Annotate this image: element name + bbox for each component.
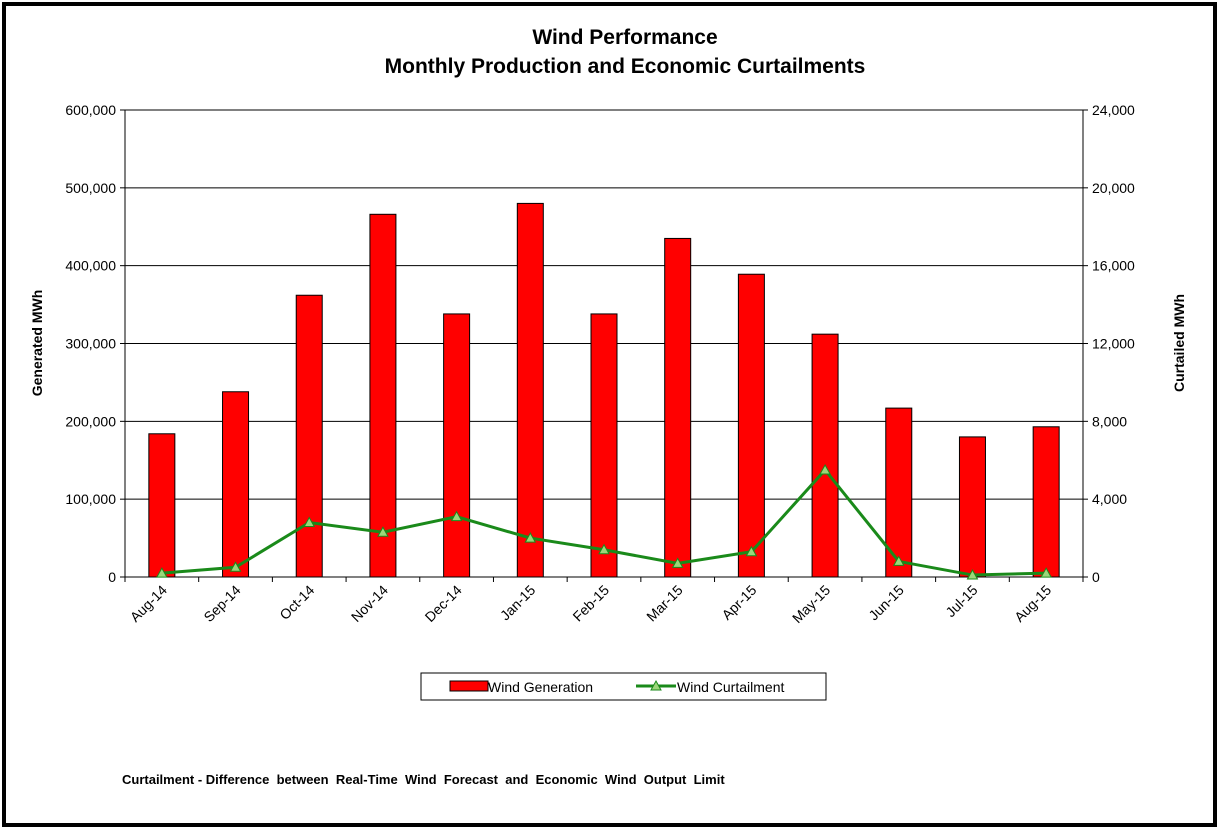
legend-label: Wind Generation — [488, 679, 593, 695]
y-tick-label: 100,000 — [65, 491, 116, 507]
bar — [664, 237, 692, 578]
legend-label: Wind Curtailment — [677, 679, 784, 695]
y-tick-label: 300,000 — [65, 336, 116, 352]
y2-tick-label: 8,000 — [1092, 413, 1127, 429]
bar — [443, 313, 471, 578]
bar — [148, 433, 176, 578]
bar — [369, 213, 397, 578]
y2-axis-title: Curtailed MWh — [1171, 294, 1187, 392]
y-tick-label: 0 — [108, 569, 116, 585]
marker — [819, 463, 831, 475]
annotation: Curtailment - Difference between Real-Ti… — [122, 772, 725, 787]
y2-tick-label: 24,000 — [1092, 102, 1135, 118]
legend-swatch — [449, 680, 489, 692]
y-tick-label: 400,000 — [65, 258, 116, 274]
marker — [745, 545, 758, 557]
marker — [1040, 567, 1052, 578]
bar — [516, 202, 544, 578]
marker — [524, 532, 537, 543]
marker — [671, 557, 684, 568]
legend-marker — [650, 679, 662, 691]
marker — [450, 510, 463, 522]
marker — [892, 555, 905, 566]
y-tick-label: 200,000 — [65, 413, 116, 429]
bar — [590, 313, 618, 578]
y-axis-title: Generated MWh — [29, 290, 45, 397]
marker — [303, 516, 316, 528]
y2-tick-label: 12,000 — [1092, 336, 1135, 352]
bar — [811, 333, 839, 578]
bar — [1032, 426, 1060, 578]
marker — [155, 567, 168, 578]
bar — [222, 391, 250, 578]
y2-tick-label: 0 — [1092, 569, 1100, 585]
bar — [958, 436, 986, 578]
bar — [295, 294, 323, 578]
marker — [229, 561, 242, 572]
y-tick-label: 500,000 — [65, 180, 116, 196]
marker — [377, 526, 389, 537]
chart-title: Wind Performance — [532, 26, 717, 49]
y2-tick-label: 4,000 — [1092, 491, 1127, 507]
y2-tick-label: 20,000 — [1092, 180, 1135, 196]
chart-subtitle: Monthly Production and Economic Curtailm… — [385, 55, 866, 78]
y-tick-label: 600,000 — [65, 102, 116, 118]
y2-tick-label: 16,000 — [1092, 258, 1135, 274]
bar — [737, 273, 765, 578]
marker — [966, 569, 979, 580]
marker — [598, 543, 610, 555]
